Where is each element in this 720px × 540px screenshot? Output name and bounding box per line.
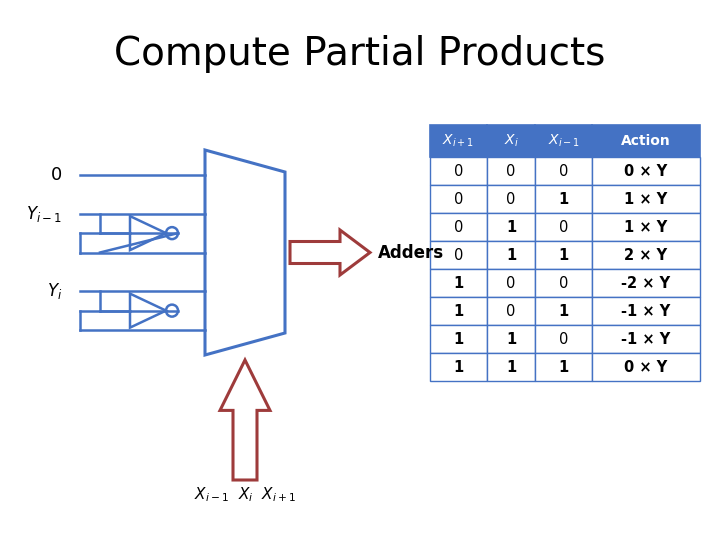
Bar: [430, 269, 487, 297]
Text: Action: Action: [621, 134, 671, 148]
Text: 1: 1: [506, 247, 516, 262]
Text: 0: 0: [559, 219, 568, 234]
Bar: [430, 297, 487, 325]
Bar: [535, 157, 592, 185]
Text: 0: 0: [506, 164, 516, 179]
Bar: [487, 125, 535, 157]
Text: -1 × Y: -1 × Y: [621, 332, 670, 347]
Bar: [535, 213, 592, 241]
Bar: [592, 213, 700, 241]
Bar: [592, 325, 700, 353]
Bar: [592, 241, 700, 269]
Polygon shape: [220, 360, 270, 480]
Text: 0: 0: [454, 192, 463, 206]
Text: 1: 1: [559, 192, 569, 206]
Text: 0: 0: [454, 219, 463, 234]
Bar: [487, 353, 535, 381]
Bar: [487, 213, 535, 241]
Text: $Y_i$: $Y_i$: [47, 281, 62, 301]
Bar: [592, 125, 700, 157]
Text: 1: 1: [506, 219, 516, 234]
Text: $X_{i-1}$  $X_i$  $X_{i+1}$: $X_{i-1}$ $X_i$ $X_{i+1}$: [194, 485, 296, 504]
Bar: [430, 185, 487, 213]
Text: 1: 1: [506, 332, 516, 347]
Bar: [430, 325, 487, 353]
Text: 1: 1: [453, 275, 464, 291]
Polygon shape: [290, 230, 370, 275]
Text: Adders: Adders: [378, 244, 444, 261]
Bar: [535, 325, 592, 353]
Text: 1: 1: [559, 247, 569, 262]
Bar: [535, 125, 592, 157]
Bar: [535, 353, 592, 381]
Text: -2 × Y: -2 × Y: [621, 275, 670, 291]
Text: Compute Partial Products: Compute Partial Products: [114, 35, 606, 73]
Bar: [430, 213, 487, 241]
Text: 1: 1: [559, 303, 569, 319]
Text: 0: 0: [454, 164, 463, 179]
Bar: [430, 157, 487, 185]
Text: 0: 0: [506, 303, 516, 319]
Text: $X_{i+1}$: $X_{i+1}$: [442, 133, 474, 149]
Bar: [535, 185, 592, 213]
Text: $Y_{i-1}$: $Y_{i-1}$: [26, 204, 62, 224]
Bar: [592, 157, 700, 185]
Text: 1: 1: [453, 332, 464, 347]
Bar: [487, 241, 535, 269]
Text: 0: 0: [559, 164, 568, 179]
Bar: [592, 297, 700, 325]
Text: $X_{i-1}$: $X_{i-1}$: [548, 133, 580, 149]
Bar: [430, 353, 487, 381]
Bar: [430, 241, 487, 269]
Text: 1: 1: [559, 360, 569, 375]
Text: 0: 0: [506, 275, 516, 291]
Bar: [487, 269, 535, 297]
Bar: [487, 297, 535, 325]
Text: 1: 1: [453, 360, 464, 375]
Text: 0: 0: [454, 247, 463, 262]
Text: 0 × Y: 0 × Y: [624, 164, 667, 179]
Text: 0: 0: [559, 332, 568, 347]
Bar: [535, 269, 592, 297]
Bar: [487, 325, 535, 353]
Bar: [487, 185, 535, 213]
Text: 1: 1: [453, 303, 464, 319]
Bar: [430, 125, 487, 157]
Bar: [535, 241, 592, 269]
Bar: [487, 157, 535, 185]
Text: 0: 0: [50, 166, 62, 184]
Text: 1 × Y: 1 × Y: [624, 192, 667, 206]
Text: 2 × Y: 2 × Y: [624, 247, 667, 262]
Bar: [535, 297, 592, 325]
Text: 1 × Y: 1 × Y: [624, 219, 667, 234]
Bar: [592, 269, 700, 297]
Bar: [592, 185, 700, 213]
Text: 0 × Y: 0 × Y: [624, 360, 667, 375]
Text: 1: 1: [506, 360, 516, 375]
Text: 0: 0: [559, 275, 568, 291]
Text: -1 × Y: -1 × Y: [621, 303, 670, 319]
Bar: [592, 353, 700, 381]
Text: 0: 0: [506, 192, 516, 206]
Text: $X_i$: $X_i$: [503, 133, 518, 149]
